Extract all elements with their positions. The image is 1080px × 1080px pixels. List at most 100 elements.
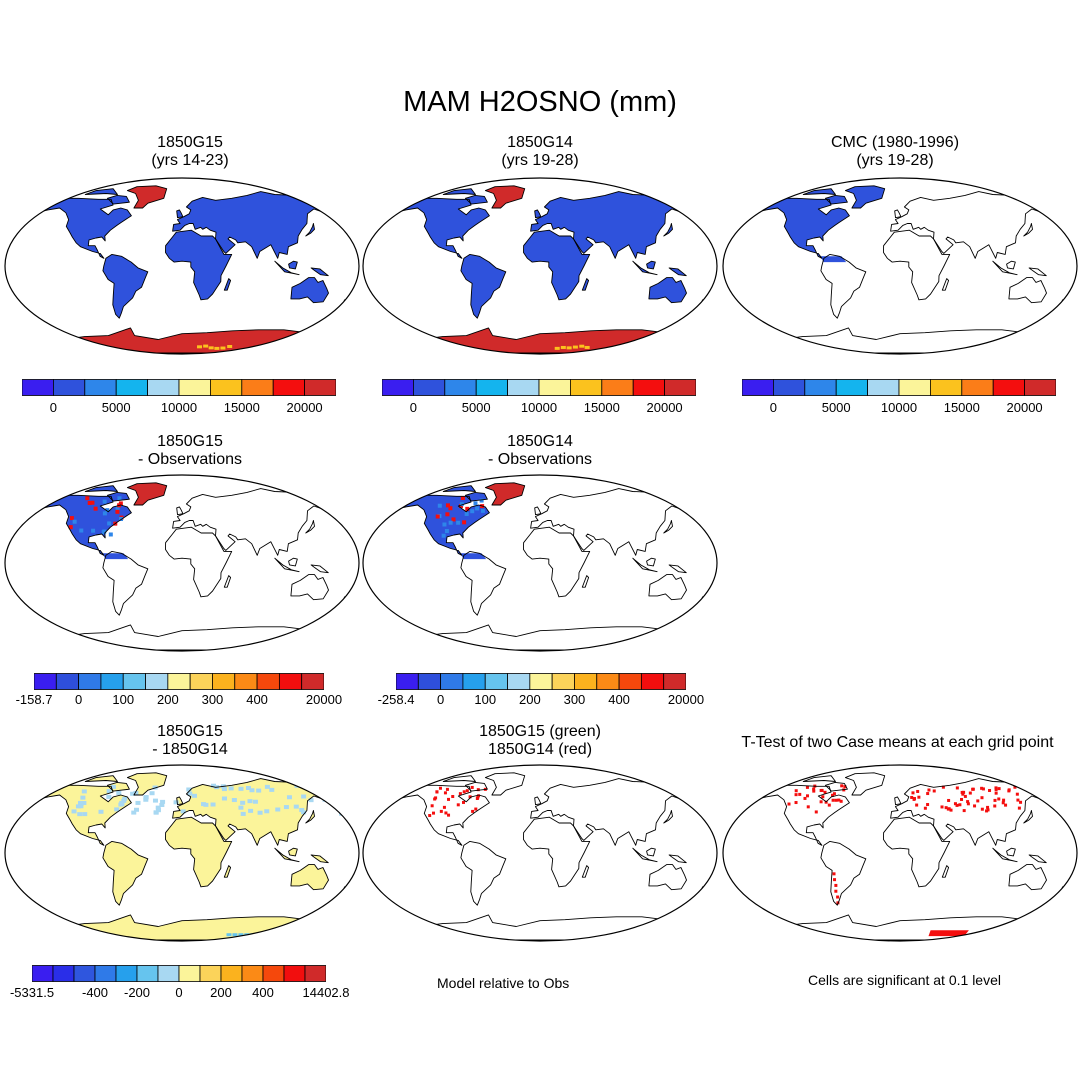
coastline-arctic1 (84, 188, 118, 195)
significant-cell (917, 795, 921, 799)
diff-cell (210, 802, 216, 807)
colorbar-swatch (241, 965, 264, 982)
coastline-africa (523, 229, 591, 301)
significant-cell (843, 785, 847, 789)
colorbar-swatch (22, 379, 54, 396)
coastline-uk (176, 796, 184, 806)
diff-cell (131, 810, 137, 815)
diff-cell (133, 790, 139, 795)
colorbar-tick-label: 20000 (286, 400, 323, 415)
anomaly-cell (465, 506, 470, 511)
coastline-ng (1028, 267, 1047, 277)
colorbar-swatch (304, 379, 336, 396)
anomaly-cell (108, 532, 113, 537)
significant-cell (947, 807, 951, 811)
significant-cell (963, 794, 967, 798)
significant-cell (966, 800, 970, 804)
significant-cell (435, 790, 439, 794)
coastline-madagascar (941, 865, 950, 878)
coastline-indonesia (632, 260, 658, 276)
anomaly-cell (435, 514, 440, 519)
diff-cell (77, 812, 83, 817)
colorbar-swatch (212, 673, 236, 690)
anomaly-cell (107, 521, 112, 526)
colorbar-swatch (52, 965, 75, 982)
significant-cell (476, 788, 480, 792)
colorbar-tick-label: 0 (409, 400, 418, 415)
coastline-australia (648, 864, 687, 891)
significant-cell (953, 802, 957, 806)
panel-title-1850g15-minus-1850g14: 1850G15- 1850G14 (152, 723, 228, 758)
land-baffin (107, 195, 130, 205)
coastline-sa (460, 253, 507, 319)
significant-cell (960, 797, 964, 801)
coastline-ng (310, 267, 329, 277)
colorbar-swatch (115, 379, 148, 396)
anomaly-cell (87, 500, 92, 505)
significant-cell (1007, 788, 1011, 792)
map-green-red (362, 764, 718, 942)
significant-cell (832, 872, 836, 876)
colorbar-swatch (199, 965, 222, 982)
anomaly-cell (448, 506, 453, 511)
diff-cell (71, 809, 77, 814)
anomaly-cell (102, 499, 107, 504)
map-1850g15 (4, 177, 360, 355)
significant-cell (960, 790, 964, 794)
land-sa-snow (102, 553, 129, 560)
map-1850g15-minus-obs (4, 474, 360, 652)
significant-cell (980, 786, 984, 790)
colorbar-swatch (178, 379, 211, 396)
map-cmc (722, 177, 1078, 355)
anomaly-cell (79, 528, 84, 533)
colorbar-swatch (867, 379, 900, 396)
coastline-japan (1023, 223, 1033, 237)
colorbar-swatch (301, 673, 324, 690)
diff-cell (238, 786, 244, 791)
anomaly-cell (90, 500, 95, 505)
significant-cell (827, 803, 831, 807)
coastline-australia (648, 277, 687, 304)
map-1850g15-minus-1850g14 (4, 764, 360, 942)
significant-cell (971, 787, 975, 791)
coastline-na (37, 783, 132, 846)
coastline-ng (1028, 854, 1047, 864)
diff-cell (130, 791, 136, 796)
coastline-sa (820, 253, 867, 319)
significant-cell (994, 788, 998, 792)
colorbar-swatch (122, 673, 146, 690)
coastline-na (37, 493, 132, 556)
significant-cell (458, 792, 462, 796)
colorbar-swatch (618, 673, 642, 690)
significant-cell (915, 803, 919, 807)
diff-cell (238, 805, 244, 810)
coastline-sa (102, 550, 149, 616)
coastline-indonesia (632, 557, 658, 573)
anomaly-cell (475, 506, 480, 511)
significant-cell (955, 803, 959, 807)
anomaly-cell (442, 522, 447, 527)
coastline-na (755, 196, 850, 259)
coastline-borneo (646, 847, 656, 857)
land-baffin (107, 782, 130, 792)
coastline-indonesia (274, 260, 300, 276)
land-africa (165, 230, 232, 300)
colorbar-swatch (417, 673, 442, 690)
significant-cell (966, 802, 970, 806)
diff-cell (228, 786, 234, 791)
land-na (37, 494, 132, 556)
coastline-eurasia (890, 778, 1054, 846)
high-snow-cell (227, 344, 233, 348)
colorbar-labels-1850g15-minus-obs: -158.7 0 100 200 300 400 20000 (16, 692, 343, 708)
significant-cell (833, 878, 837, 882)
significant-cell (836, 895, 840, 899)
significant-cell (434, 796, 438, 800)
colorbar-swatch (929, 379, 963, 396)
significant-cell (837, 798, 841, 802)
colorbar-swatch (569, 379, 603, 396)
significant-cell (462, 790, 466, 794)
coastline-australia (1008, 277, 1047, 304)
significant-cell (1015, 792, 1019, 796)
land-arctic1 (443, 188, 476, 195)
colorbar-swatch (742, 379, 774, 396)
